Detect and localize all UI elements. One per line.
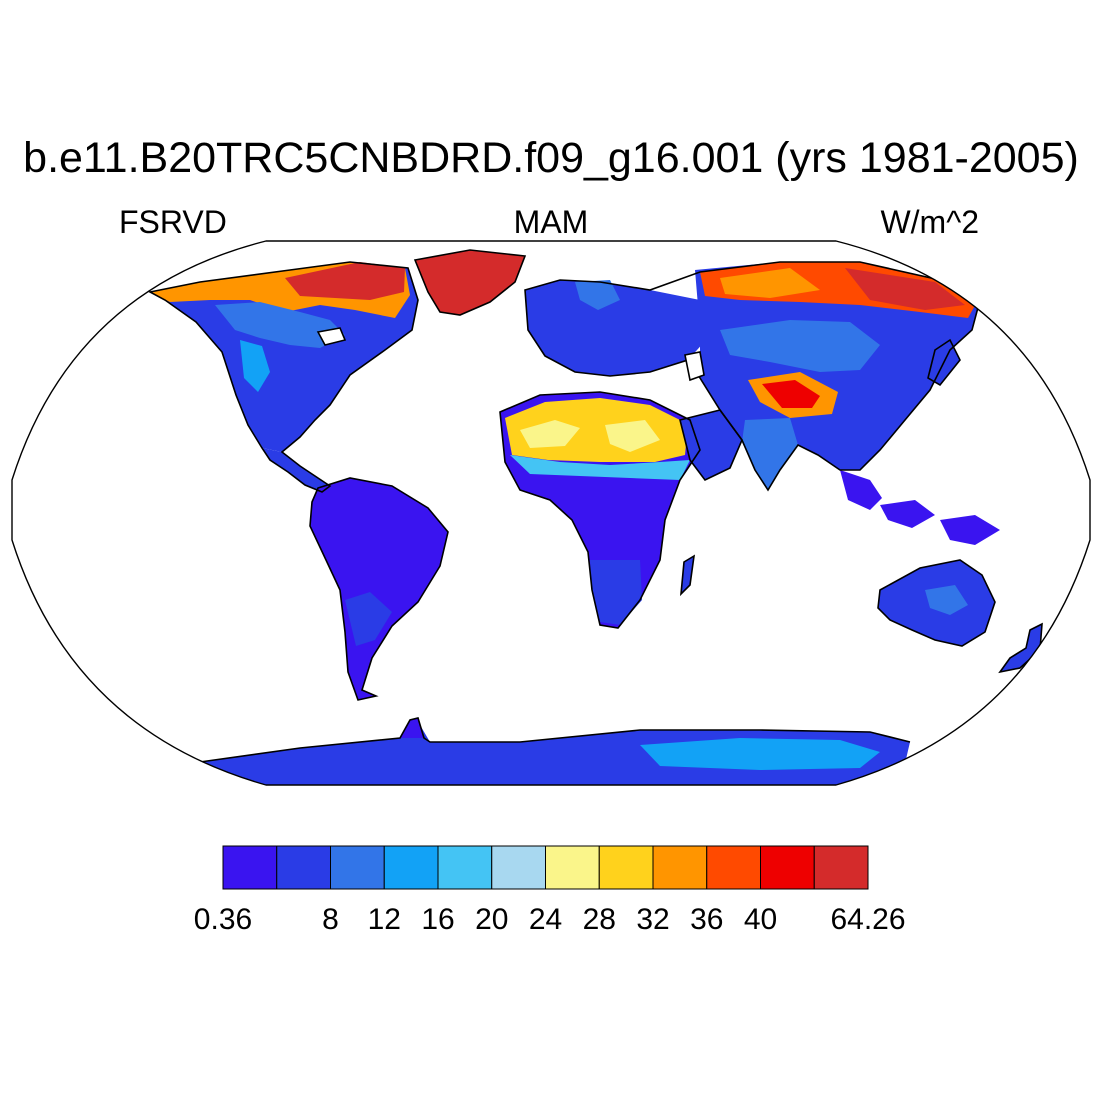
arabia-coastline <box>679 409 743 482</box>
colorbar-box <box>383 845 439 890</box>
colorbar-tick-label: 8 <box>322 903 339 936</box>
south-america-coastline <box>309 477 449 701</box>
caspian-sea <box>684 351 705 382</box>
antarctica-east-light <box>640 738 880 770</box>
tibet-plateau-red <box>762 380 820 408</box>
canada-interior-mid <box>215 302 345 348</box>
canada-archipelago-high <box>285 262 405 300</box>
colorbar-box <box>276 845 331 890</box>
japan-coastline <box>927 338 961 387</box>
map-frame <box>11 240 1091 786</box>
central-america-landmass <box>262 448 330 492</box>
australia-coastline <box>877 559 996 647</box>
rockies-light <box>240 340 270 392</box>
colorbar: 0.36 8 12 16 20 24 28 32 36 40 64.26 <box>194 845 906 936</box>
colorbar-box <box>330 845 385 890</box>
colorbar-box <box>545 845 600 890</box>
south-america-southern-light <box>345 592 392 646</box>
greenland-landmass <box>415 250 525 315</box>
southern-africa-lighter <box>590 560 642 625</box>
colorbar-tick-label: 40 <box>744 903 777 936</box>
colorbar-box <box>491 845 546 890</box>
coastlines <box>147 249 1043 763</box>
colorbar-box <box>813 845 869 890</box>
colorbar-tick-label: 24 <box>529 903 562 936</box>
eurasia-coastline <box>524 261 981 492</box>
europe-landmass <box>525 280 715 376</box>
land-fields <box>150 250 1042 785</box>
scandinavia-light <box>575 280 620 310</box>
colorbar-box <box>652 845 708 890</box>
colorbar-tick-label: 16 <box>421 903 454 936</box>
colorbar-tick-label: 64.26 <box>830 903 905 936</box>
colorbar-box <box>706 845 761 890</box>
plot-title: b.e11.B20TRC5CNBDRD.f09_g16.001 (yrs 198… <box>23 134 1079 182</box>
south-america-landmass <box>310 478 448 700</box>
colorbar-box <box>222 845 278 890</box>
madagascar-coastline <box>679 554 696 597</box>
colorbar-tick-label: 28 <box>583 903 616 936</box>
north-america-landmass <box>150 262 418 452</box>
sahara-pale-patches <box>520 420 660 452</box>
india-subcontinent <box>742 418 798 490</box>
australia-interior-light <box>925 585 968 615</box>
units-label: W/m^2 <box>880 204 979 240</box>
colorbar-tick-label: 32 <box>636 903 669 936</box>
season-label: MAM <box>513 204 589 240</box>
greenland-coastline <box>413 249 527 316</box>
siberia-highest <box>845 268 965 310</box>
great-lakes <box>316 327 347 346</box>
arabia-landmass <box>680 410 742 480</box>
colorbar-tick-label: 0.36 <box>194 903 252 936</box>
new-zealand-coastline <box>998 622 1043 674</box>
colorbar-tick-label: 36 <box>690 903 723 936</box>
colorbar-tick-label: 12 <box>368 903 401 936</box>
colorbar-tick-label: 20 <box>475 903 508 936</box>
colorbar-box <box>598 845 654 890</box>
antarctica-coastline <box>199 717 911 763</box>
sahel-transition <box>510 455 690 480</box>
new-zealand-islands <box>1000 624 1042 672</box>
antarctica-peninsula <box>400 718 424 738</box>
colorbar-box <box>760 845 815 890</box>
southeast-asia-islands <box>840 470 1000 545</box>
africa-coastline <box>499 391 701 629</box>
siberia-orange <box>720 268 820 298</box>
colorbar-box <box>437 845 493 890</box>
variable-label: FSRVD <box>119 204 227 240</box>
north-america-coastline <box>147 261 419 493</box>
central-asia-mid <box>720 320 880 372</box>
